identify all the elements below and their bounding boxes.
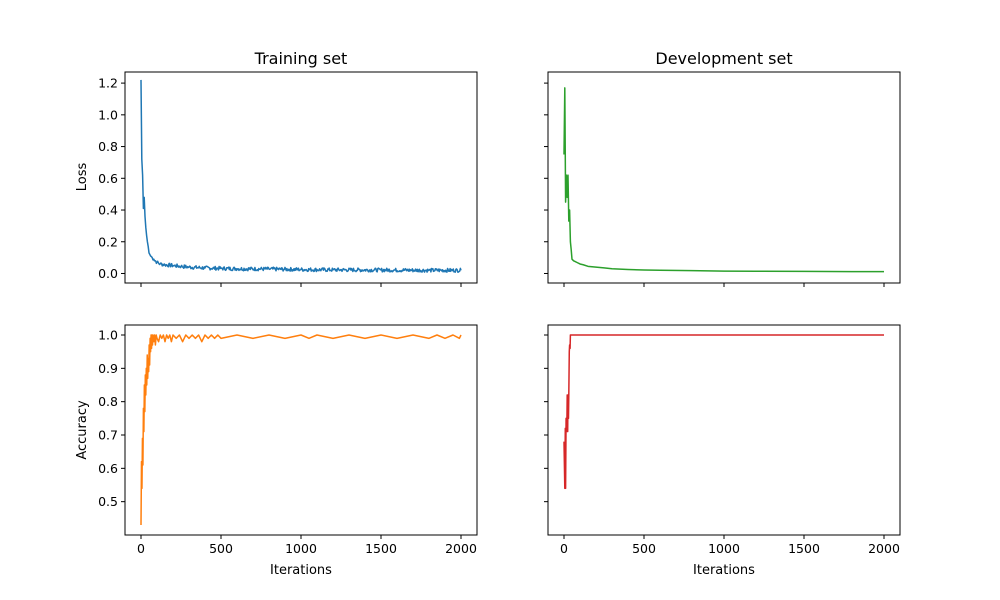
y-tick-label: 0.4 [98,203,118,218]
y-tick-label: 1.0 [98,328,118,343]
loss-axis-label: Loss [75,163,90,192]
x-tick-label: 500 [632,541,656,556]
x-tick-label: 1000 [285,541,317,556]
training-iterations-axis-label: Iterations [270,563,332,578]
development-accuracy-panel: Iterations 0 500 1000 1500 2000 [544,324,901,578]
y-tick-label: 1.2 [98,76,118,91]
x-tick-label: 0 [560,541,568,556]
training-set-title: Training set [254,49,348,68]
y-tick-label: 0.8 [98,139,118,154]
y-tick-label: 0.7 [98,428,118,443]
y-tick-label: 0.9 [98,361,118,376]
y-tick-label: 1.0 [98,107,118,122]
x-tick-label: 1500 [788,541,820,556]
series-line-0 [563,334,884,490]
development-iterations-axis-label: Iterations [693,563,755,578]
y-tick-label: 0.8 [98,394,118,409]
development-loss-panel: Development set [544,49,901,287]
y-tick-label: 0.0 [98,266,118,281]
x-tick-label: 2000 [445,541,477,556]
y-tick-label: 0.2 [98,234,118,249]
x-tick-label: 500 [209,541,233,556]
y-tick-label: 0.6 [98,171,118,186]
series-line-0 [563,87,884,273]
x-tick-label: 1500 [365,541,397,556]
y-tick-label: 0.6 [98,461,118,476]
development-set-title: Development set [655,49,792,68]
series-line-0 [140,334,462,526]
y-tick-label: 0.5 [98,494,118,509]
training-accuracy-panel: Accuracy Iterations 0 500 1000 1500 2000 0.5 0… [75,324,478,578]
x-tick-label: 1000 [708,541,740,556]
x-tick-label: 0 [137,541,145,556]
accuracy-axis-label: Accuracy [75,400,90,460]
series-line-0 [140,79,462,273]
training-loss-panel: Training set Loss 0.0 0.2 0.4 0.6 0.8 1.0 1.2 [75,49,478,287]
x-tick-label: 2000 [868,541,900,556]
